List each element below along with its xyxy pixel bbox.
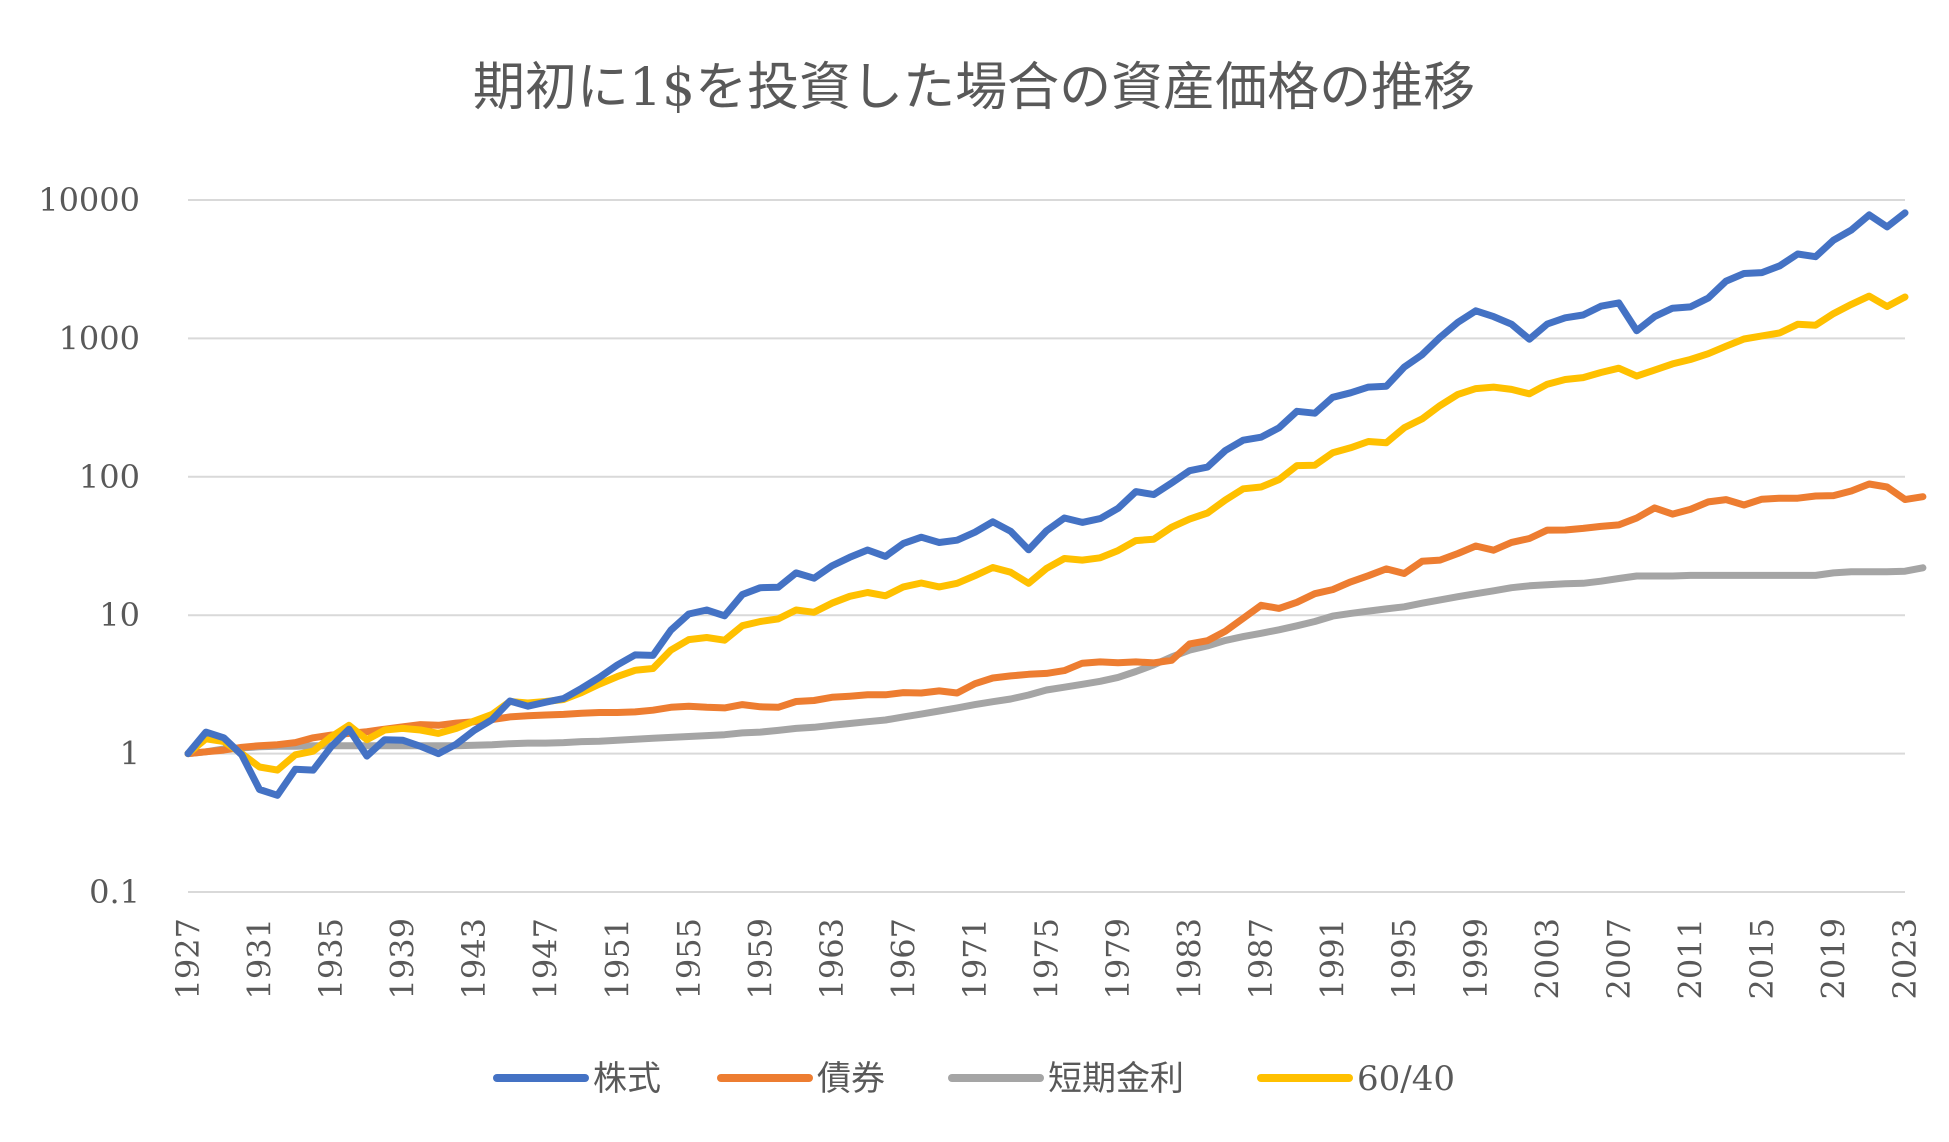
x-tick-label: 1971 — [956, 918, 994, 999]
x-tick-label: 1987 — [1242, 918, 1280, 999]
legend-label: 60/40 — [1357, 1059, 1455, 1099]
x-tick-label: 2011 — [1671, 918, 1709, 999]
legend-label: 債券 — [817, 1059, 885, 1099]
y-tick-label: 10000 — [38, 181, 140, 219]
legend-label: 短期金利 — [1048, 1059, 1184, 1099]
chart-title: 期初に1$を投資した場合の資産価格の推移 — [473, 58, 1475, 118]
x-tick-label: 1959 — [741, 918, 779, 999]
x-tick-label: 1975 — [1028, 918, 1066, 999]
x-tick-label: 1995 — [1385, 918, 1423, 999]
x-tick-label: 1979 — [1099, 918, 1137, 999]
series-lines — [184, 209, 1927, 799]
x-tick-label: 1935 — [312, 918, 350, 999]
x-tick-label: 1947 — [527, 918, 565, 999]
x-axis-ticks: 1927 1931 1935 1939 1943 1947 1951 1955 1959 1963… — [169, 918, 1924, 999]
x-tick-label: 1967 — [884, 918, 922, 999]
x-tick-label: 1931 — [241, 918, 279, 999]
x-tick-label: 1955 — [670, 918, 708, 999]
series-line-0 — [184, 209, 1909, 799]
x-tick-label: 1999 — [1457, 918, 1495, 999]
legend-item-1: 債券 — [717, 1059, 885, 1099]
x-tick-label: 1991 — [1314, 918, 1352, 999]
y-tick-label: 0.1 — [89, 873, 140, 911]
x-tick-label: 1963 — [813, 918, 851, 999]
x-tick-label: 2015 — [1743, 918, 1781, 999]
x-tick-label: 2019 — [1814, 918, 1852, 999]
x-tick-label: 1943 — [455, 918, 493, 999]
x-tick-label: 2023 — [1886, 918, 1924, 999]
y-tick-label: 100 — [79, 458, 140, 496]
y-tick-label: 1 — [120, 735, 140, 773]
legend-label: 株式 — [593, 1059, 661, 1099]
legend-item-0: 株式 — [493, 1059, 661, 1099]
legend-item-3: 60/40 — [1257, 1059, 1455, 1099]
series-line-3 — [184, 292, 1909, 774]
gridlines — [188, 199, 1905, 893]
x-tick-label: 1951 — [598, 918, 636, 999]
series-line-2 — [184, 564, 1927, 758]
legend-item-2: 短期金利 — [948, 1059, 1184, 1099]
x-tick-label: 1927 — [169, 918, 207, 999]
x-tick-label: 2003 — [1528, 918, 1566, 999]
y-tick-label: 10 — [99, 596, 140, 634]
legend: 株式 債券 短期金利 60/40 — [493, 1059, 1455, 1099]
x-tick-label: 1939 — [384, 918, 422, 999]
x-tick-label: 2007 — [1600, 918, 1638, 999]
x-tick-label: 1983 — [1171, 918, 1209, 999]
y-axis-ticks: 0.1 1 10 100 1000 10000 — [38, 181, 140, 911]
y-tick-label: 1000 — [59, 319, 140, 357]
